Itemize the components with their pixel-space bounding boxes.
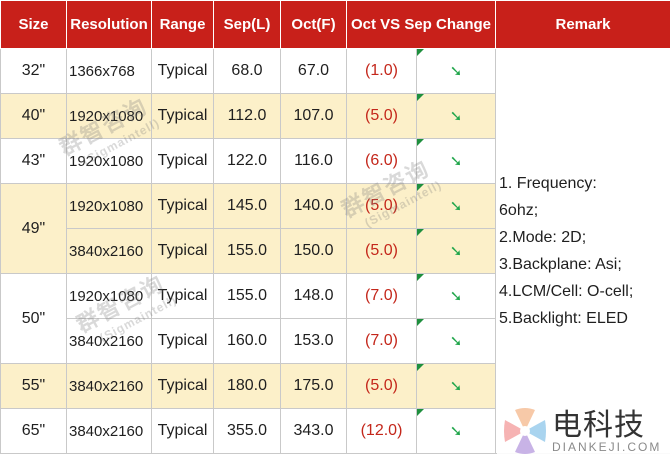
resolution-cell: 3840x2160 [66, 228, 152, 274]
header-sep: Sep(L) [213, 0, 281, 49]
table-row: 3840x2160 Typical 155.0 150.0 (5.0) ➘ [1, 228, 670, 274]
change-cell: (5.0) [346, 363, 417, 409]
down-right-arrow-icon: ➘ [415, 318, 497, 364]
remark-cell: 1. Frequency: 6ohz; 2.Mode: 2D; 3.Backpl… [495, 48, 670, 454]
change-cell: (5.0) [346, 228, 417, 274]
down-right-arrow-icon: ➘ [415, 273, 497, 319]
header-row: Size Resolution Range Sep(L) Oct(F) Oct … [0, 0, 670, 49]
size-cell: 65" [0, 408, 67, 454]
table-row: 40" 1920x1080 Typical 112.0 107.0 (5.0) … [0, 93, 670, 139]
resolution-cell: 1366x768 [66, 48, 152, 94]
range-cell: Typical [151, 408, 214, 454]
table-row: 55" 3840x2160 Typical 180.0 175.0 (5.0) … [0, 363, 670, 409]
resolution-cell: 1920x1080 [66, 138, 152, 184]
header-size: Size [0, 0, 67, 49]
sep-cell: 68.0 [213, 48, 281, 94]
change-cell: (6.0) [346, 138, 417, 184]
range-cell: Typical [151, 363, 214, 409]
remark-line: 3.Backplane: Asi; [499, 256, 622, 273]
table-row: 3840x2160 Typical 160.0 153.0 (7.0) ➘ [1, 318, 670, 364]
range-cell: Typical [151, 318, 214, 364]
resolution-cell: 3840x2160 [66, 363, 152, 409]
sep-cell: 112.0 [213, 93, 281, 139]
table-row: 43" 1920x1080 Typical 122.0 116.0 (6.0) … [0, 138, 670, 184]
header-remark: Remark [495, 0, 670, 49]
oct-cell: 175.0 [280, 363, 347, 409]
table-row: 50" 1920x1080 Typical 155.0 148.0 (7.0) … [0, 273, 670, 364]
resolution-cell: 1920x1080 [66, 93, 152, 139]
sep-cell: 122.0 [213, 138, 281, 184]
oct-cell: 150.0 [280, 228, 347, 274]
down-right-arrow-icon: ➘ [415, 93, 497, 139]
down-right-arrow-icon: ➘ [415, 363, 497, 409]
size-cell: 49" [0, 183, 67, 274]
sep-cell: 145.0 [213, 183, 281, 229]
sep-cell: 155.0 [213, 273, 281, 319]
range-cell: Typical [151, 48, 214, 94]
down-right-arrow-icon: ➘ [415, 408, 497, 454]
sep-cell: 155.0 [213, 228, 281, 274]
down-right-arrow-icon: ➘ [415, 138, 497, 184]
size-cell: 55" [0, 363, 67, 409]
down-right-arrow-icon: ➘ [415, 228, 497, 274]
oct-cell: 140.0 [280, 183, 347, 229]
brand-name: 电科技 [552, 408, 645, 443]
remark-line: 4.LCM/Cell: O-cell; [499, 283, 634, 300]
brand-sub: DIANKEJI.COM [552, 440, 662, 454]
size-cell: 32" [0, 48, 67, 94]
oct-cell: 116.0 [280, 138, 347, 184]
oct-cell: 107.0 [280, 93, 347, 139]
change-cell: (12.0) [346, 408, 417, 454]
header-range: Range [151, 0, 214, 49]
range-cell: Typical [151, 93, 214, 139]
change-cell: (7.0) [346, 273, 417, 319]
remark-line: 1. Frequency: [499, 175, 597, 192]
resolution-cell: 3840x2160 [66, 318, 152, 364]
table-row: 32" 1366x768 Typical 68.0 67.0 (1.0) ➘ 1… [0, 48, 670, 454]
size-cell: 50" [0, 273, 67, 364]
down-right-arrow-icon: ➘ [415, 48, 497, 94]
remark-line: 6ohz; [499, 202, 539, 219]
resolution-cell: 1920x1080 [66, 273, 152, 319]
range-cell: Typical [151, 228, 214, 274]
oct-cell: 153.0 [280, 318, 347, 364]
change-cell: (5.0) [346, 93, 417, 139]
sep-cell: 180.0 [213, 363, 281, 409]
header-change: Oct VS Sep Change [345, 0, 497, 49]
table-row: 49" 1920x1080 Typical 145.0 140.0 (5.0) … [0, 183, 670, 274]
oct-cell: 67.0 [280, 48, 347, 94]
remark-line: 5.Backlight: ELED [499, 310, 628, 327]
oct-cell: 343.0 [280, 408, 347, 454]
header-resolution: Resolution [66, 0, 152, 49]
sep-cell: 160.0 [213, 318, 281, 364]
change-cell: (7.0) [346, 318, 417, 364]
change-cell: (1.0) [346, 48, 417, 94]
sep-cell: 355.0 [213, 408, 281, 454]
oct-cell: 148.0 [280, 273, 347, 319]
range-cell: Typical [151, 273, 214, 319]
remark-line: 2.Mode: 2D; [499, 229, 587, 246]
range-cell: Typical [151, 183, 214, 229]
resolution-cell: 3840x2160 [66, 408, 152, 454]
size-cell: 43" [0, 138, 67, 184]
price-table: Size Resolution Range Sep(L) Oct(F) Oct … [0, 0, 670, 454]
size-cell: 40" [0, 93, 67, 139]
change-cell: (5.0) [346, 183, 417, 229]
down-right-arrow-icon: ➘ [415, 183, 497, 229]
flower-logo-icon [497, 398, 670, 464]
range-cell: Typical [151, 138, 214, 184]
resolution-cell: 1920x1080 [66, 183, 152, 229]
table-row: 65" 3840x2160 Typical 355.0 343.0 (12.0)… [0, 408, 670, 454]
header-oct: Oct(F) [280, 0, 347, 49]
